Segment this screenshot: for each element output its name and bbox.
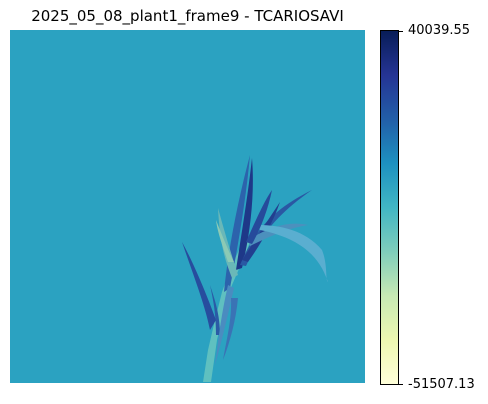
plant-leaf [246, 190, 272, 244]
colorbar-max-label: 40039.55 [408, 23, 471, 38]
colorbar [380, 30, 399, 385]
index-map-image [10, 30, 365, 383]
plant-stem [203, 235, 250, 382]
colorbar-min-label: -51507.13 [408, 377, 475, 392]
plant-leaf [236, 158, 253, 270]
plant-leaf [223, 298, 238, 360]
figure-title: 2025_05_08_plant1_frame9 - TCARIOSAVI [31, 7, 344, 25]
plant-leaf [258, 225, 328, 282]
plant-leaf [215, 285, 234, 365]
colorbar-tick-min [399, 384, 403, 385]
colorbar-tick-max [399, 31, 403, 32]
plant-leaf [182, 242, 216, 330]
plant-leaf [242, 202, 280, 262]
map-background [10, 30, 365, 383]
plant-leaf [210, 285, 220, 335]
